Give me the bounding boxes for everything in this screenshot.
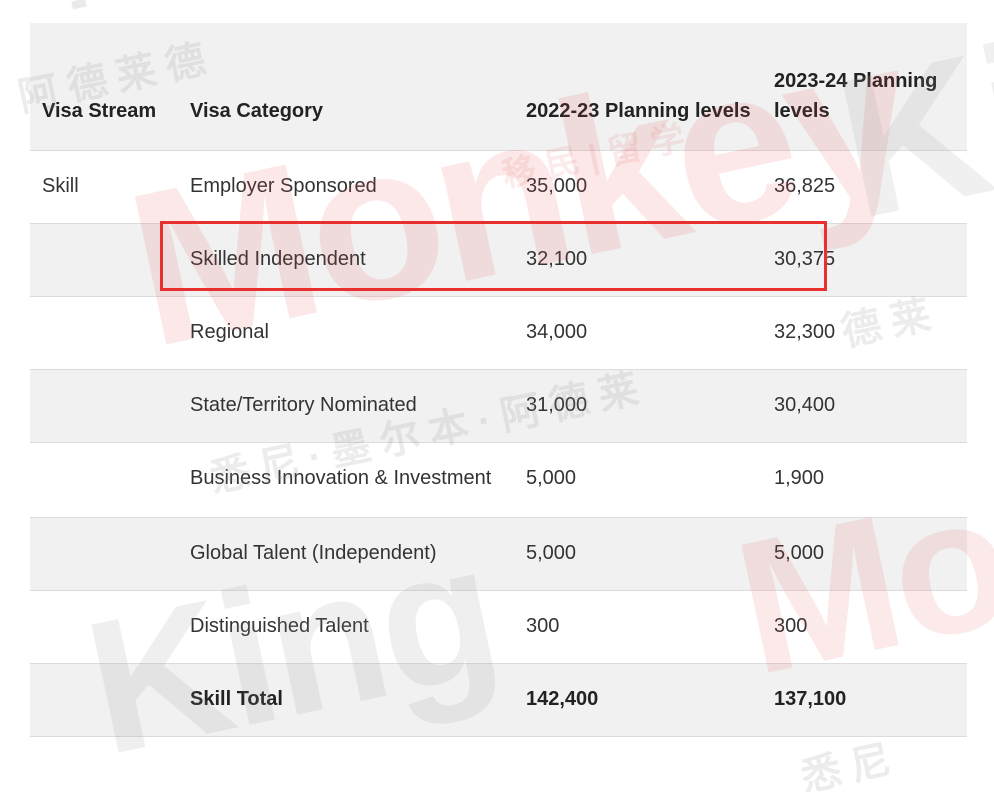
cell-stream — [30, 663, 178, 736]
cell-2022-23: 35,000 — [526, 174, 588, 197]
header-2022-23: 2022-23 Planning levels — [526, 99, 751, 122]
table-row: Distinguished Talent 300 300 — [30, 590, 967, 663]
cell-2023-24: 300 — [774, 614, 808, 637]
cell-category: Skill Total — [190, 687, 283, 710]
cell-stream: Skill — [42, 174, 79, 197]
cell-category: Employer Sponsored — [190, 174, 377, 197]
cell-category: Skilled Independent — [190, 247, 366, 270]
cell-2022-23: 5,000 — [526, 541, 577, 564]
cell-2023-24: 137,100 — [774, 687, 847, 710]
table-row-highlighted: Skilled Independent 32,100 30,375 — [30, 223, 967, 296]
cell-stream — [30, 369, 178, 442]
cell-stream — [30, 442, 178, 517]
cell-2022-23: 31,000 — [526, 393, 588, 416]
cell-2023-24: 36,825 — [774, 174, 836, 197]
table-row: State/Territory Nominated 31,000 30,400 — [30, 369, 967, 442]
table-header-row: Visa Stream Visa Category 2022-23 Planni… — [30, 23, 967, 150]
cell-stream — [30, 517, 178, 590]
cell-category: Regional — [190, 320, 269, 343]
cell-2022-23: 34,000 — [526, 320, 588, 343]
table-row: Global Talent (Independent) 5,000 5,000 — [30, 517, 967, 590]
cell-stream — [30, 296, 178, 369]
planning-levels-table: Visa Stream Visa Category 2022-23 Planni… — [30, 23, 967, 737]
table-row: Regional 34,000 32,300 — [30, 296, 967, 369]
cell-2022-23: 300 — [526, 614, 560, 637]
header-2023-24: 2023-24 Planning levels — [774, 69, 938, 122]
cell-2023-24: 30,400 — [774, 393, 836, 416]
cell-category: Distinguished Talent — [190, 614, 369, 637]
cell-2022-23: 5,000 — [526, 466, 577, 489]
cell-2023-24: 30,375 — [774, 247, 836, 270]
cell-category: State/Territory Nominated — [190, 393, 417, 416]
cell-2022-23: 32,100 — [526, 247, 588, 270]
watermark-cjk: 悉尼 — [797, 735, 905, 800]
cell-2022-23: 142,400 — [526, 687, 599, 710]
highlight-box — [160, 221, 827, 291]
header-visa-category: Visa Category — [190, 99, 324, 122]
cell-stream — [30, 223, 178, 296]
cell-2023-24: 1,900 — [774, 466, 825, 489]
cell-category: Business Innovation & Investment — [190, 466, 492, 489]
cell-category: Global Talent (Independent) — [190, 541, 437, 564]
watermark-fragment — [71, 0, 87, 10]
cell-2023-24: 5,000 — [774, 541, 825, 564]
cell-2023-24: 32,300 — [774, 320, 836, 343]
table-row-total: Skill Total 142,400 137,100 — [30, 663, 967, 736]
header-visa-stream: Visa Stream — [42, 99, 157, 122]
table-row: Business Innovation & Investment 5,000 1… — [30, 442, 967, 517]
cell-stream — [30, 590, 178, 663]
table-row: Skill Employer Sponsored 35,000 36,825 — [30, 150, 967, 223]
